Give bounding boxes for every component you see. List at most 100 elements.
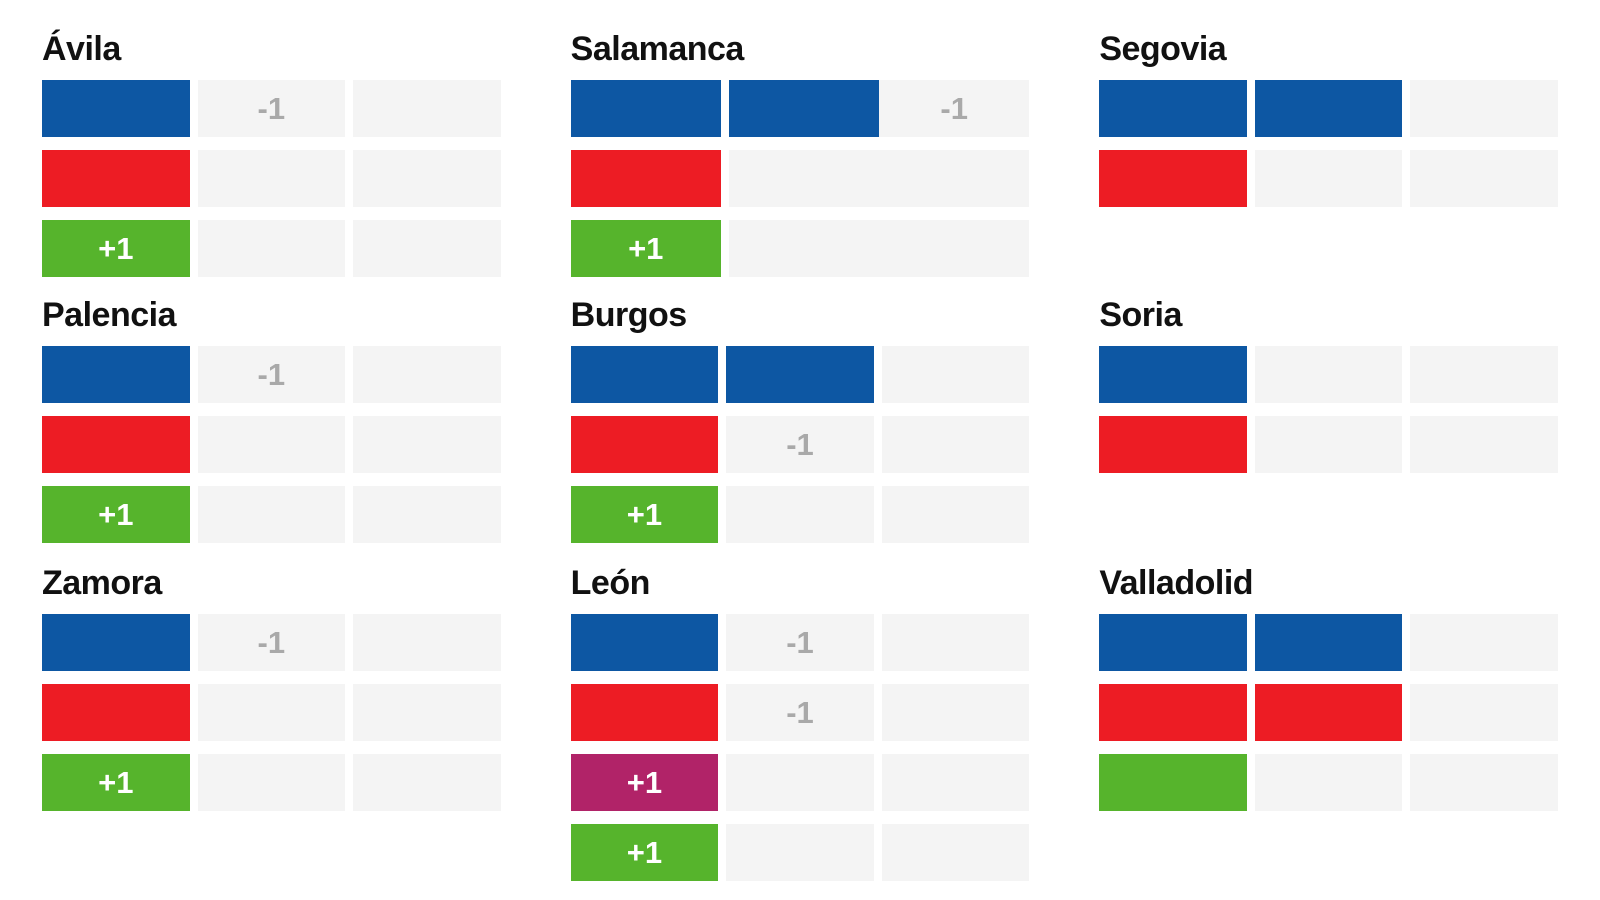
seat-row-blue: -1: [42, 614, 501, 672]
seat-bar-blue: [1254, 80, 1403, 138]
seat-change-label: -1: [786, 625, 814, 661]
province-panel-salamanca: Salamanca -1 +1: [570, 30, 1030, 296]
empty-seat-cell: [726, 754, 874, 812]
empty-seat-cell: -1: [197, 80, 346, 138]
province-panel-burgos: Burgos -1 +1: [570, 296, 1030, 564]
empty-seat-cell: [1410, 346, 1558, 404]
seat-row-red: -1: [570, 684, 1030, 742]
empty-seat-cell: [197, 220, 346, 278]
empty-seat-cell: -1: [879, 80, 1030, 138]
seat-change-label: +1: [628, 231, 664, 267]
empty-seat-cell: [197, 684, 346, 742]
seat-bar-green: +1: [570, 486, 719, 544]
seat-change-label: -1: [257, 357, 286, 393]
seat-change-label: -1: [786, 695, 814, 731]
empty-seat-cell: [881, 614, 1030, 672]
province-panel-avila: Ávila -1 +1: [42, 30, 501, 296]
seat-row-green: +1: [570, 486, 1030, 544]
empty-seat-cell: -1: [197, 346, 346, 404]
empty-seat-cell: [197, 150, 346, 208]
empty-seat-cell: [881, 754, 1030, 812]
seat-row-green: +1: [42, 486, 501, 544]
seat-row-magenta: +1: [570, 754, 1030, 812]
province-title: Zamora: [42, 564, 162, 602]
seat-bar-magenta: +1: [570, 754, 719, 812]
province-title: Segovia: [1099, 30, 1227, 68]
province-panel-soria: Soria: [1099, 296, 1558, 564]
empty-seat-cell: -1: [726, 416, 874, 474]
seat-bar-blue: [42, 346, 190, 404]
seat-bar-blue: [42, 80, 190, 138]
seat-row-red: [42, 150, 501, 208]
seat-bar-blue: [570, 346, 719, 404]
empty-seat-cell: [881, 346, 1030, 404]
seat-row-red: [1099, 150, 1558, 208]
province-title: Palencia: [42, 296, 176, 334]
seat-bar-green: +1: [42, 486, 190, 544]
seat-row-red: [570, 150, 1030, 208]
empty-seat-cell: -1: [197, 614, 346, 672]
empty-seat-cell: -1: [726, 684, 874, 742]
empty-seat-cell: [197, 754, 346, 812]
empty-seat-cell: [1410, 150, 1558, 208]
empty-seat-cell: -1: [726, 614, 874, 672]
seat-bar-green: +1: [570, 824, 719, 882]
seat-row-green: [1099, 754, 1558, 812]
province-panel-valladolid: Valladolid: [1099, 564, 1558, 900]
seat-bar-blue: [42, 614, 190, 672]
seat-bar-green: [1099, 754, 1247, 812]
province-title: León: [570, 564, 651, 602]
seat-row-blue: -1: [42, 346, 501, 404]
empty-seat-cell: [1410, 416, 1558, 474]
seat-row-green: +1: [570, 824, 1030, 882]
seat-row-blue: -1: [42, 80, 501, 138]
province-title: Soria: [1099, 296, 1182, 334]
seat-bar-red: [1099, 684, 1247, 742]
seat-change-label: +1: [626, 497, 663, 533]
province-panel-leon: León -1 -1 +1 +1: [570, 564, 1030, 900]
province-title: Ávila: [42, 30, 121, 68]
seat-change-label: -1: [257, 625, 286, 661]
seat-bar-red: [1099, 416, 1247, 474]
seat-row-red: [1099, 684, 1558, 742]
seat-row-green: +1: [42, 754, 501, 812]
empty-seat-cell: [1410, 614, 1558, 672]
province-panel-segovia: Segovia: [1099, 30, 1558, 296]
empty-seat-cell: [353, 416, 501, 474]
empty-seat-cell: [726, 824, 874, 882]
seat-change-label: -1: [257, 91, 286, 127]
seat-row-green: +1: [42, 220, 501, 278]
seat-row-blue: [1099, 346, 1558, 404]
seat-change-label: -1: [786, 427, 814, 463]
empty-seat-cell: [353, 684, 501, 742]
empty-seat-cell: [353, 346, 501, 404]
province-title: Valladolid: [1099, 564, 1254, 602]
seat-bar-red: [42, 416, 190, 474]
seat-bar-green: +1: [570, 220, 721, 278]
empty-seat-cell: [726, 486, 874, 544]
seat-row-red: [42, 684, 501, 742]
seat-row-red: [1099, 416, 1558, 474]
empty-seat-cell: [353, 754, 501, 812]
province-panel-zamora: Zamora -1 +1: [42, 564, 501, 900]
seat-row-blue: [570, 346, 1030, 404]
province-title: Salamanca: [570, 30, 745, 68]
seat-bar-blue: [1099, 80, 1247, 138]
seat-row-red: [42, 416, 501, 474]
province-panel-palencia: Palencia -1 +1: [42, 296, 501, 564]
seat-change-label: +1: [626, 835, 663, 871]
seat-bar-blue: [1099, 346, 1247, 404]
seat-bar-red: [42, 684, 190, 742]
seat-change-label: -1: [940, 91, 968, 127]
empty-seat-cell: [1410, 754, 1558, 812]
seat-bar-red: [570, 150, 721, 208]
empty-seat-cell: [353, 80, 501, 138]
seat-bar-red: [1254, 684, 1403, 742]
seat-row-green: +1: [570, 220, 1030, 278]
empty-seat-cell: [881, 486, 1030, 544]
seat-bar-red: [42, 150, 190, 208]
seat-bar-red: [1099, 150, 1247, 208]
empty-seat-cell: [353, 486, 501, 544]
seat-bar-blue: [726, 346, 874, 404]
